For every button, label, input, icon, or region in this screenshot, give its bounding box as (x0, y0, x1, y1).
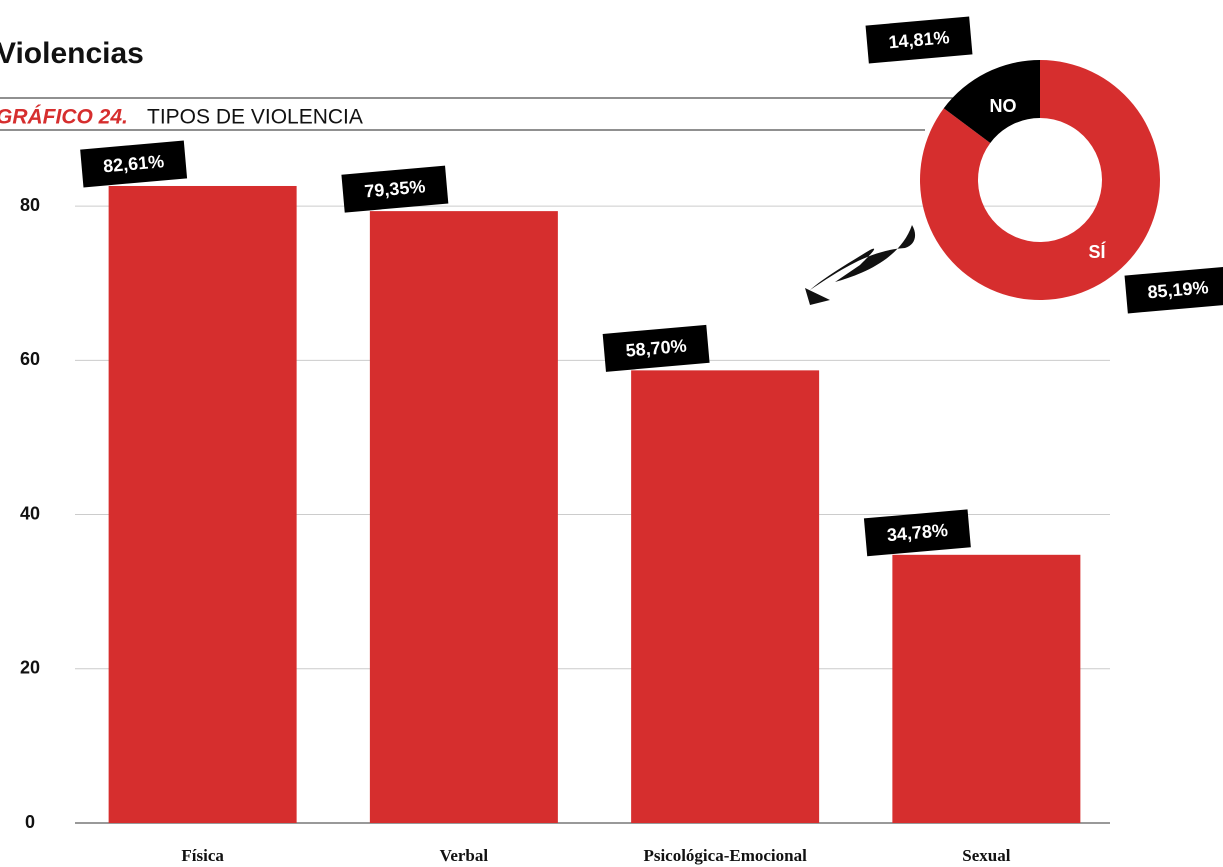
x-tick-label: Sexual (962, 846, 1010, 865)
label-box (602, 324, 710, 372)
value-label: 58,70% (602, 324, 710, 372)
value-label: 14,81% (865, 16, 973, 64)
slice-label: SÍ (1088, 241, 1106, 262)
x-tick-label: Verbal (440, 846, 489, 865)
donut-slice (943, 60, 1040, 143)
value-label: 82,61% (80, 140, 188, 188)
page-heading: Violencias (0, 37, 144, 70)
x-tick-label: Física (181, 846, 224, 865)
label-box (341, 165, 449, 213)
slice-label: NO (990, 96, 1017, 116)
bar (108, 185, 297, 823)
x-tick-label: Psicológica-Emocional (643, 846, 807, 865)
value-label: 34,78% (863, 509, 971, 557)
label-box (1124, 266, 1223, 314)
donut-slice (920, 60, 1160, 300)
y-tick-label: 40 (20, 503, 40, 523)
bar (631, 370, 820, 823)
chart-subtitle: TIPOS DE VIOLENCIA (147, 106, 363, 129)
arrow (805, 225, 916, 305)
y-tick-label: 0 (25, 812, 35, 832)
value-label: 85,19% (1124, 266, 1223, 314)
bar (369, 211, 558, 823)
value-label: 79,35% (341, 165, 449, 213)
label-box (863, 509, 971, 557)
bar (892, 554, 1081, 823)
y-tick-label: 60 (20, 349, 40, 369)
label-box (80, 140, 188, 188)
chart-title: GRÁFICO 24. (0, 106, 128, 129)
label-box (865, 16, 973, 64)
y-tick-label: 80 (20, 195, 40, 215)
y-tick-label: 20 (20, 658, 40, 678)
